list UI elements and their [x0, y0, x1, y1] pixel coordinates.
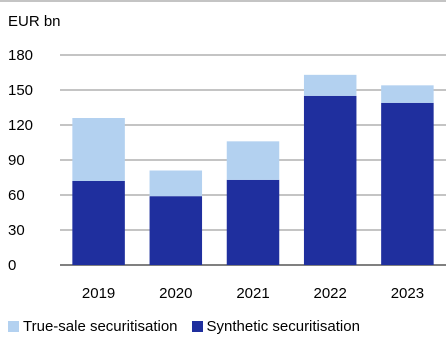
bar-true-sale-2019 — [72, 118, 125, 181]
bar-true-sale-2020 — [149, 170, 203, 197]
x-tick-label: 2020 — [159, 285, 192, 302]
legend-item-true-sale: True-sale securitisation — [8, 318, 178, 335]
legend-swatch-synthetic — [191, 321, 203, 332]
y-tick-label: 120 — [8, 117, 33, 134]
y-tick-label: 30 — [8, 222, 25, 239]
legend-swatch-true-sale — [8, 321, 19, 332]
y-tick-label: 60 — [8, 187, 25, 204]
bar-synthetic-2021 — [226, 179, 280, 265]
x-tick-label: 2021 — [236, 285, 269, 302]
unit-label: EUR bn — [8, 13, 61, 30]
bars — [72, 74, 434, 265]
bar-synthetic-2022 — [303, 95, 357, 265]
legend: True-sale securitisation Synthetic secur… — [8, 318, 374, 335]
y-axis-ticks: 0 30 60 90 120 150 180 — [8, 47, 33, 274]
y-tick-label: 180 — [8, 47, 33, 64]
y-tick-label: 90 — [8, 152, 25, 169]
y-tick-label: 0 — [8, 257, 16, 274]
x-axis-ticks: 2019 2020 2021 2022 2023 — [82, 285, 424, 302]
y-tick-label: 150 — [8, 82, 33, 99]
x-tick-label: 2019 — [82, 285, 115, 302]
legend-item-synthetic: Synthetic securitisation — [191, 318, 360, 335]
x-tick-label: 2022 — [314, 285, 347, 302]
bar-synthetic-2019 — [72, 181, 125, 265]
legend-label-synthetic: Synthetic securitisation — [206, 318, 360, 335]
bar-true-sale-2023 — [381, 85, 434, 103]
x-tick-label: 2023 — [391, 285, 424, 302]
bar-synthetic-2023 — [381, 102, 434, 265]
bar-synthetic-2020 — [149, 196, 203, 265]
legend-label-true-sale: True-sale securitisation — [23, 318, 178, 335]
bar-true-sale-2022 — [303, 74, 357, 96]
bar-true-sale-2021 — [226, 141, 280, 180]
